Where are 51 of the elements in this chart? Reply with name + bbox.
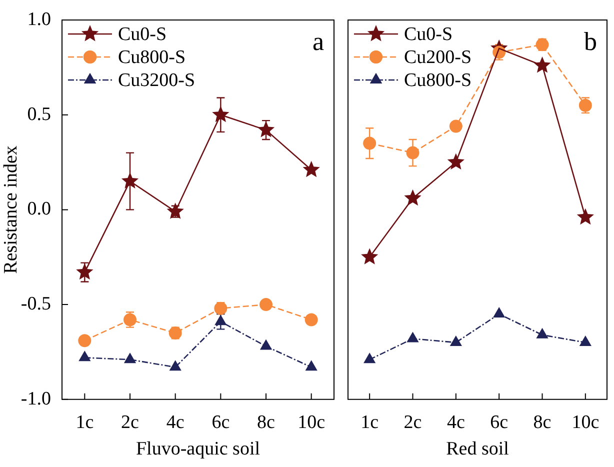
point	[407, 332, 418, 342]
point	[364, 353, 376, 364]
y-tick-label: 0.0	[27, 198, 51, 220]
x-tick-label: 8c	[257, 412, 275, 433]
legend-label: Cu0-S	[404, 24, 453, 45]
point	[260, 340, 272, 350]
point	[214, 315, 226, 326]
x-tick-label: 2c	[121, 412, 139, 433]
x-tick-label: 4c	[446, 412, 465, 433]
y-tick-label: 0.5	[27, 104, 51, 125]
x-tick-label: 6c	[490, 412, 508, 433]
x-axis-title: Red soil	[446, 438, 509, 460]
y-tick-label: -0.5	[20, 294, 51, 315]
x-axis-title: Fluvo-aquic soil	[136, 438, 260, 460]
point	[449, 120, 462, 133]
legend-label: Cu800-S	[404, 70, 472, 91]
point	[76, 263, 94, 280]
y-axis-title: Resistance index	[0, 145, 22, 274]
point	[493, 308, 505, 318]
point	[361, 248, 378, 264]
x-tick-label: 1c	[76, 412, 94, 433]
point	[450, 336, 462, 346]
x-tick-label: 6c	[212, 412, 230, 433]
point	[536, 328, 548, 338]
legend-label: Cu200-S	[404, 46, 472, 68]
point	[302, 160, 320, 178]
point	[406, 146, 420, 160]
legend-label: Cu800-S	[118, 46, 186, 68]
point	[576, 208, 594, 225]
point	[78, 351, 90, 362]
point	[363, 136, 376, 150]
point	[580, 336, 592, 346]
annotation: b	[584, 26, 597, 56]
y-tick-label: -1.0	[20, 388, 51, 410]
x-tick-label: 8c	[533, 412, 552, 433]
annotation: a	[312, 26, 324, 56]
x-tick-label: 10c	[298, 412, 326, 433]
x-tick-label: 1c	[360, 412, 379, 433]
x-tick-label: 4c	[166, 412, 184, 433]
point	[124, 353, 136, 364]
legend-label: Cu3200-S	[118, 70, 196, 91]
point	[166, 202, 184, 219]
point	[170, 360, 182, 371]
point	[78, 334, 92, 348]
legend-label: Cu0-S	[118, 24, 167, 45]
point	[304, 313, 318, 326]
point	[260, 298, 272, 312]
point	[306, 360, 318, 371]
x-tick-label: 2c	[404, 412, 422, 433]
y-tick-label: 1.0	[27, 8, 51, 30]
x-tick-label: 10c	[572, 412, 600, 433]
